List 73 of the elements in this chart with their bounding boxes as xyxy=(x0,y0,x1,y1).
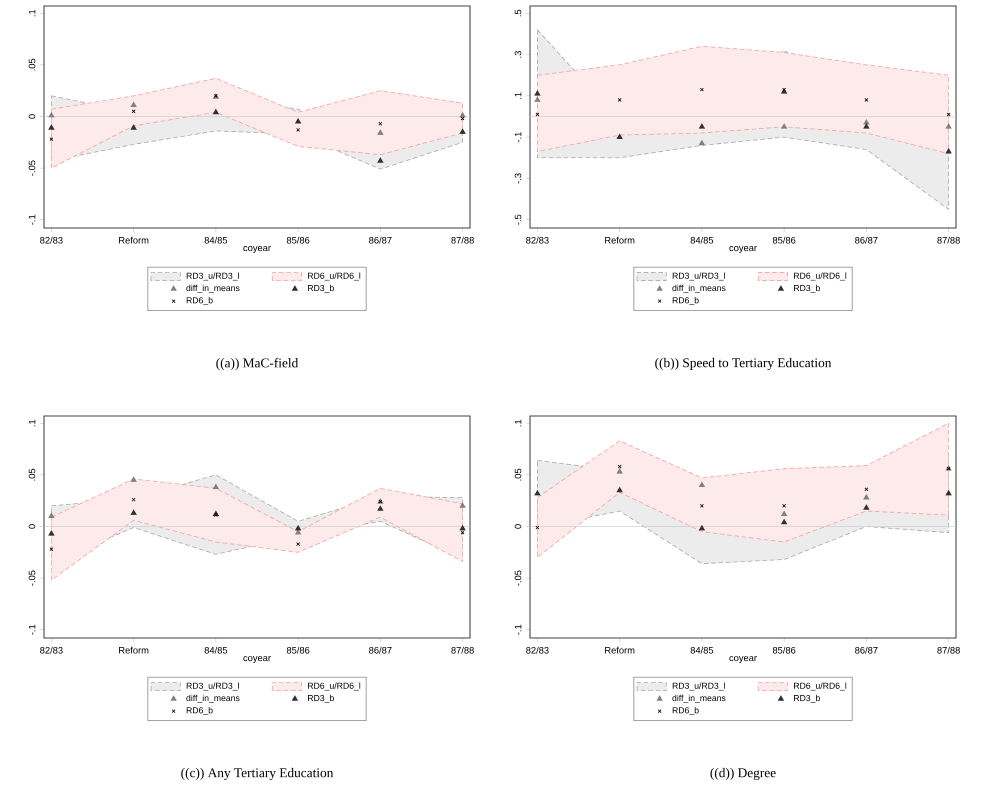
y-tick-label: -.1 xyxy=(28,214,36,225)
y-tick-label: -.05 xyxy=(28,570,36,586)
y-tick-label: -.05 xyxy=(28,160,36,176)
x-axis-title: coyear xyxy=(243,656,271,664)
text: ((b)) Speed to Tertiary Education xyxy=(655,358,832,370)
x-tick-label: 84/85 xyxy=(204,236,228,244)
y-tick-label: -.1 xyxy=(514,624,522,635)
x-tick-label: 82/83 xyxy=(40,236,63,244)
text: ((a)) MaC-field xyxy=(216,358,298,370)
y-tick-label: .3 xyxy=(514,51,522,58)
legend-label: RD6_u/RD6_l xyxy=(794,682,846,690)
x-tick-label: 84/85 xyxy=(204,646,228,654)
y-tick-label: .5 xyxy=(514,10,522,16)
legend-label: RD3_u/RD3_l xyxy=(672,272,725,280)
y-tick-label: 0 xyxy=(514,524,522,529)
legend-label: RD3_u/RD3_l xyxy=(186,272,239,280)
legend-label: RD3_b xyxy=(308,284,334,293)
y-tick-label: -.5 xyxy=(514,214,522,225)
y-tick-label: -.1 xyxy=(28,624,36,635)
x-tick-label: 87/88 xyxy=(937,236,960,244)
y-tick-label: .05 xyxy=(514,468,522,480)
x-axis-title: coyear xyxy=(243,246,271,254)
legend-label: RD6_b xyxy=(186,297,213,306)
y-tick-label: .05 xyxy=(28,468,36,480)
legend-label: RD3_b xyxy=(308,694,334,703)
x-tick-label: Reform xyxy=(119,236,148,244)
legend-label: diff_in_means xyxy=(672,694,726,703)
x-tick-label: Reform xyxy=(119,646,148,654)
text: ((c)) Any Tertiary Education xyxy=(181,768,334,780)
x-axis-title: coyear xyxy=(729,246,757,254)
x-tick-label: Reform xyxy=(605,646,634,654)
text: ((d)) Degree xyxy=(710,768,776,780)
x-axis-title: coyear xyxy=(729,656,757,664)
x-tick-label: Reform xyxy=(605,236,634,244)
x-tick-label: 85/86 xyxy=(772,646,796,654)
x-tick-label: 82/83 xyxy=(526,646,549,654)
y-tick-label: -.05 xyxy=(514,570,522,586)
y-tick-label: 0 xyxy=(28,524,36,529)
x-tick-label: 85/86 xyxy=(772,236,796,244)
x-tick-label: 84/85 xyxy=(690,646,714,654)
legend-label: diff_in_means xyxy=(186,284,240,293)
x-tick-label: 82/83 xyxy=(40,646,63,654)
y-tick-label: 0 xyxy=(28,114,36,119)
legend-label: diff_in_means xyxy=(186,694,240,703)
y-tick-label: -.3 xyxy=(514,173,522,184)
x-tick-label: 85/86 xyxy=(286,646,310,654)
y-tick-label: .1 xyxy=(514,92,522,99)
x-tick-label: 86/87 xyxy=(855,236,878,244)
legend-label: RD6_b xyxy=(672,707,699,716)
y-tick-label: .05 xyxy=(28,58,36,70)
x-tick-label: 87/88 xyxy=(937,646,960,654)
legend-label: RD6_b xyxy=(186,707,213,716)
x-tick-label: 86/87 xyxy=(369,236,392,244)
y-tick-label: .1 xyxy=(28,10,36,16)
y-tick-label: .1 xyxy=(28,420,36,426)
x-tick-label: 84/85 xyxy=(690,236,714,244)
y-tick-label: .1 xyxy=(514,420,522,426)
legend-label: RD6_b xyxy=(672,297,699,305)
legend-label: RD6_u/RD6_l xyxy=(308,682,360,690)
x-tick-label: 86/87 xyxy=(855,646,878,654)
x-tick-label: 87/88 xyxy=(451,646,474,654)
legend-label: RD3_b xyxy=(794,694,820,703)
legend-label: RD3_b xyxy=(794,284,820,293)
legend-label: RD3_u/RD3_l xyxy=(186,682,239,690)
legend-label: RD3_u/RD3_l xyxy=(672,682,725,690)
x-tick-label: 82/83 xyxy=(526,236,549,244)
x-tick-label: 87/88 xyxy=(451,236,474,244)
y-tick-label: -.1 xyxy=(514,132,522,142)
x-tick-label: 85/86 xyxy=(286,236,310,244)
legend-label: RD6_u/RD6_l xyxy=(794,272,846,280)
legend-label: RD6_u/RD6_l xyxy=(308,272,360,280)
x-tick-label: 86/87 xyxy=(369,646,392,654)
legend-label: diff_in_means xyxy=(672,284,726,293)
